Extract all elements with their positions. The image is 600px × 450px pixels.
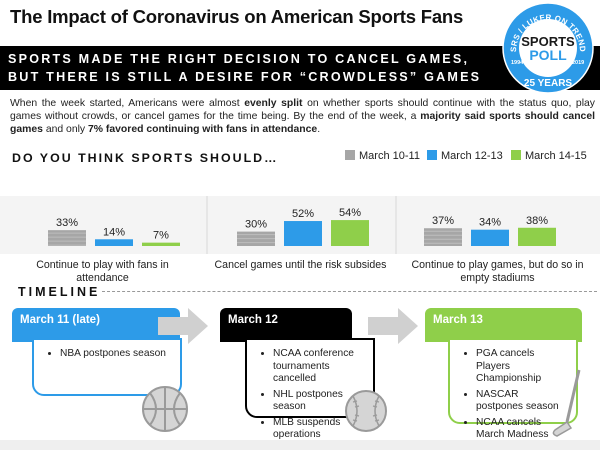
timeline-card-3-item-1: PGA cancels Players Championship xyxy=(476,348,568,386)
legend-swatch-1 xyxy=(345,150,355,160)
category-label-2: Cancel games until the risk subsides xyxy=(214,259,387,271)
intro-paragraph: When the week started, Americans were al… xyxy=(10,97,595,136)
banner-line-2: BUT THERE IS STILL A DESIRE FOR “CROWDLE… xyxy=(8,70,482,84)
intro-text-1: When the week started, Americans were al… xyxy=(10,98,245,109)
legend-label-2: March 12-13 xyxy=(441,150,503,162)
timeline-card-3-list: PGA cancels Players Championship NASCAR … xyxy=(464,348,568,442)
legend-label-3: March 14-15 xyxy=(525,150,587,162)
timeline-card-1-list: NBA postpones season xyxy=(48,348,172,361)
timeline-card-1-item-1: NBA postpones season xyxy=(60,348,172,361)
bar-label-3-2: 34% xyxy=(479,217,501,229)
bar-label-2-3: 54% xyxy=(339,207,361,219)
timeline-card-3-item-3: NCAA cancels March Madness xyxy=(476,417,568,442)
logo-line1: SPORTS xyxy=(521,34,575,49)
intro-text-4: . xyxy=(317,124,321,135)
bar-3-1 xyxy=(424,228,462,246)
banner-line-1: SPORTS MADE THE RIGHT DECISION TO CANCEL… xyxy=(8,52,470,66)
category-label-3: Continue to play games, but do so in empt… xyxy=(400,259,595,285)
page-title: The Impact of Coronavirus on American Sp… xyxy=(10,6,464,27)
bar-chart: 33% 14% 7% 30% 52% 54% 37% 34% 38% xyxy=(48,196,556,254)
timeline-arrow-2 xyxy=(368,308,418,344)
legend-swatch-2 xyxy=(427,150,437,160)
basketball-icon xyxy=(142,386,188,432)
timeline-title: TIMELINE xyxy=(18,285,101,299)
logo-line2: POLL xyxy=(529,47,567,63)
bar-2-2 xyxy=(284,221,322,246)
timeline-card-1-header: March 11 (late) xyxy=(12,308,180,342)
timeline-card-2-list: NCAA conference tournaments cancelled NH… xyxy=(261,348,365,442)
bar-label-2-2: 52% xyxy=(292,208,314,220)
logo-year-right: 2019 xyxy=(572,60,584,66)
category-label-3-line-1: Continue to play games, but do so in xyxy=(411,259,584,271)
intro-text-2: on whether sports should continue with t… xyxy=(10,98,595,122)
legend-item-1: March 10-11 xyxy=(345,150,420,162)
timeline-card-2-item-2: NHL postpones season xyxy=(273,389,365,414)
legend-swatch-3 xyxy=(511,150,521,160)
footer-strip xyxy=(0,440,600,450)
bar-1-1 xyxy=(48,230,86,246)
bar-label-3-1: 37% xyxy=(432,215,454,227)
bar-label-1-3: 7% xyxy=(153,230,169,242)
intro-emphasis-1: evenly split xyxy=(244,98,303,109)
intro-text-3: and only xyxy=(42,124,88,135)
golf-club-icon xyxy=(552,369,581,437)
timeline-arrow-1 xyxy=(158,308,208,344)
timeline-card-3-header: March 13 xyxy=(425,308,582,342)
survey-question: DO YOU THINK SPORTS SHOULD… xyxy=(12,151,279,165)
legend-item-2: March 12-13 xyxy=(427,150,503,162)
timeline-card-1-body: NBA postpones season xyxy=(32,338,182,396)
category-label-3-line-2: empty stadiums xyxy=(460,272,535,284)
bar-label-1-2: 14% xyxy=(103,226,125,238)
bar-label-1-1: 33% xyxy=(56,217,78,229)
timeline-divider xyxy=(102,291,597,292)
baseball-icon xyxy=(345,390,387,432)
timeline-card-2-item-1: NCAA conference tournaments cancelled xyxy=(273,348,365,386)
intro-emphasis-3: 7% favored continuing with fans in atten… xyxy=(88,124,318,135)
bar-2-3 xyxy=(331,220,369,246)
bar-label-2-1: 30% xyxy=(245,219,267,231)
timeline-card-2-date: March 12 xyxy=(228,314,278,326)
bar-1-2 xyxy=(95,239,133,246)
headline-banner: SPORTS MADE THE RIGHT DECISION TO CANCEL… xyxy=(0,46,600,90)
timeline-card-1-date: March 11 (late) xyxy=(20,314,100,326)
logo-year-left: 1994 xyxy=(511,60,524,66)
logo-anniversary: 25 YEARS xyxy=(524,78,573,89)
legend-label-1: March 10-11 xyxy=(359,150,420,162)
timeline-card-3-item-2: NASCAR postpones season xyxy=(476,389,568,414)
legend-item-3: March 14-15 xyxy=(511,150,587,162)
timeline-card-2-item-3: MLB suspends operations xyxy=(273,417,365,442)
timeline-card-2-body: NCAA conference tournaments cancelled NH… xyxy=(245,338,375,440)
intro-emphasis-2: majority said sports should cancel games xyxy=(10,111,595,135)
timeline-card-2-header: March 12 xyxy=(220,308,352,342)
bar-1-3 xyxy=(142,242,180,246)
bar-3-2 xyxy=(471,229,509,246)
bar-label-3-3: 38% xyxy=(526,215,548,227)
bar-3-3 xyxy=(518,227,556,246)
timeline-card-3-date: March 13 xyxy=(433,314,483,326)
category-label-1: Continue to play with fans in attendance xyxy=(36,259,169,284)
